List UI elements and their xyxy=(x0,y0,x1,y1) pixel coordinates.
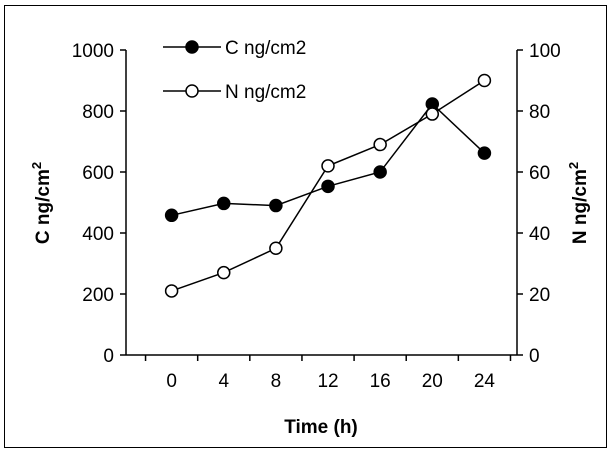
y-axis-title-left-sup: 2 xyxy=(29,162,44,169)
series-1-point xyxy=(269,198,283,213)
y-tick-label-left: 0 xyxy=(103,346,114,367)
x-tick-label: 20 xyxy=(422,371,443,392)
series-1-point xyxy=(477,146,492,160)
series-2-point xyxy=(477,73,492,88)
y-axis-title-right-main: N ng/cm xyxy=(570,169,591,244)
legend-label-2: N ng/cm2 xyxy=(225,82,306,103)
x-tick-label: 16 xyxy=(370,371,391,392)
y-tick-label-right: 40 xyxy=(529,224,550,245)
x-tick-label: 4 xyxy=(218,371,229,392)
y-tick-label-left: 200 xyxy=(82,285,114,306)
y-tick-label-right: 0 xyxy=(529,346,540,367)
series-2-point xyxy=(269,241,283,255)
series-1-point xyxy=(217,196,231,211)
chart-frame xyxy=(4,5,607,448)
series-2-point xyxy=(164,284,179,298)
series-2-point xyxy=(217,265,231,280)
series-1-point xyxy=(373,165,387,179)
legend-label-1: C ng/cm2 xyxy=(225,38,306,59)
y-axis-title-left-main: C ng/cm xyxy=(33,169,54,244)
series-1-point xyxy=(321,179,335,194)
y-axis-title-right: N ng/cm2 xyxy=(566,162,591,244)
y-tick-label-right: 100 xyxy=(529,41,561,62)
y-axis-title-right-sup: 2 xyxy=(566,162,581,169)
series-2-point xyxy=(321,159,335,173)
y-tick-label-left: 1000 xyxy=(72,41,114,62)
legend-marker-1 xyxy=(185,40,199,54)
y-tick-label-left: 600 xyxy=(82,163,114,184)
y-tick-label-right: 20 xyxy=(529,285,550,306)
y-axis-title-left: C ng/cm2 xyxy=(29,162,54,244)
y-tick-label-left: 800 xyxy=(82,102,114,123)
legend: C ng/cm2 N ng/cm2 xyxy=(163,38,306,103)
y-tick-label-left: 400 xyxy=(82,224,114,245)
legend-marker-2 xyxy=(185,84,199,98)
x-tick-label: 8 xyxy=(271,371,282,392)
y-tick-label-right: 80 xyxy=(529,102,550,123)
x-tick-label: 12 xyxy=(317,371,338,392)
series-2-point xyxy=(373,137,387,152)
x-axis-title: Time (h) xyxy=(284,417,358,438)
series-1-point xyxy=(164,208,179,223)
series-layer xyxy=(164,73,492,298)
series-2-point xyxy=(425,107,440,121)
x-tick-label: 0 xyxy=(166,371,177,392)
y-tick-label-right: 60 xyxy=(529,163,550,184)
x-tick-label: 24 xyxy=(474,371,496,392)
